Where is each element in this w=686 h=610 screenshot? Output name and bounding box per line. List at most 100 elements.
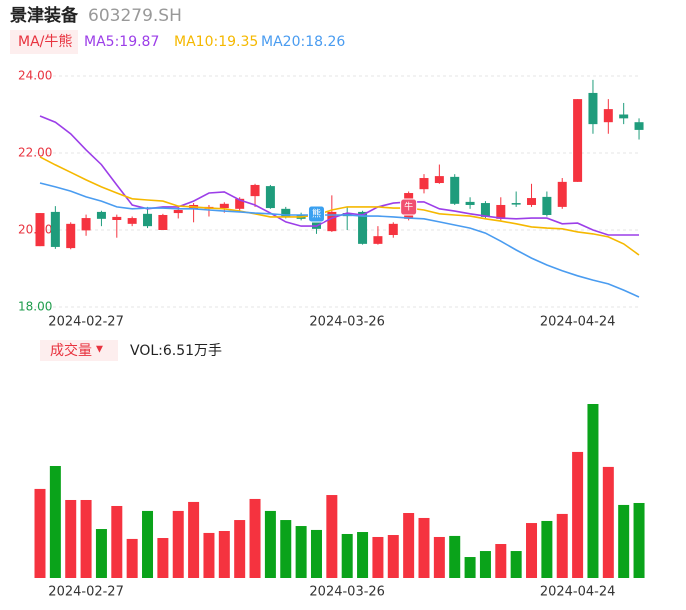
volume-bar xyxy=(142,510,154,578)
vol-button[interactable]: 成交量 xyxy=(50,342,92,359)
y-tick-label: 22.00 xyxy=(18,146,52,160)
volume-bar xyxy=(418,517,430,578)
volume-bar xyxy=(556,513,568,578)
candle-body xyxy=(511,203,521,205)
volume-bar xyxy=(203,532,215,578)
candle-body xyxy=(281,208,291,217)
x-tick-label: 2024-04-24 xyxy=(540,315,616,330)
volume-bar xyxy=(572,451,584,578)
x-tick-label: 2024-03-26 xyxy=(309,315,385,330)
volume-bar xyxy=(188,501,200,578)
candle-body xyxy=(419,178,429,190)
volume-bar xyxy=(341,533,353,578)
volume-bar xyxy=(218,530,230,578)
volume-bar xyxy=(372,536,384,578)
legend-entry: MA10:19.35 xyxy=(174,34,258,50)
volume-bar xyxy=(633,502,645,578)
candle-body xyxy=(588,92,598,125)
volume-bar xyxy=(587,404,599,578)
x-tick-label: 2024-02-27 xyxy=(48,315,124,330)
volume-bar xyxy=(541,520,553,578)
volume-bar xyxy=(526,523,538,578)
candle-body xyxy=(573,99,583,182)
candle-body xyxy=(542,196,552,215)
x-tick-label: 2024-02-27 xyxy=(48,585,124,600)
x-tick-label: 2024-03-26 xyxy=(309,585,385,600)
candle-body xyxy=(35,213,45,247)
candle-body xyxy=(480,203,490,217)
volume-bar xyxy=(479,551,491,578)
y-tick-label: 18.00 xyxy=(18,300,52,314)
volume-bar xyxy=(157,538,169,578)
candle-body xyxy=(388,223,398,236)
annotation-text: 熊 xyxy=(312,207,321,219)
ma-button-bg[interactable] xyxy=(10,30,78,54)
candle-body xyxy=(96,211,106,219)
volume-bar xyxy=(49,465,61,578)
candle-body xyxy=(158,214,168,230)
volume-bar xyxy=(126,538,138,578)
candle-body xyxy=(66,223,76,249)
stock-code: 603279.SH xyxy=(88,6,182,26)
candle-body xyxy=(557,181,567,207)
y-tick-label: 24.00 xyxy=(18,69,52,83)
volume-bar xyxy=(464,557,476,578)
candle-body xyxy=(373,236,383,244)
candle-body xyxy=(327,211,337,232)
volume-bar xyxy=(249,498,261,578)
volume-bar xyxy=(111,505,123,578)
vol-arrow[interactable]: ▼ xyxy=(96,345,103,355)
x-tick-label: 2024-04-24 xyxy=(540,585,616,600)
legend-entry: MA20:18.26 xyxy=(261,34,345,50)
volume-bar xyxy=(495,544,507,578)
ma-line xyxy=(39,182,640,298)
candle-body xyxy=(50,211,60,247)
candle-body xyxy=(603,109,613,123)
vol-button-bg[interactable] xyxy=(40,340,118,361)
volume-bar xyxy=(403,513,415,578)
candle-body xyxy=(235,198,245,209)
volume-bar xyxy=(280,520,292,578)
candle-body xyxy=(81,218,91,231)
volume-bar xyxy=(618,504,630,578)
y-tick-label: 20.00 xyxy=(18,223,52,237)
volume-bar xyxy=(65,499,77,578)
volume-bar xyxy=(80,499,92,578)
volume-bar xyxy=(264,510,276,578)
volume-bar xyxy=(602,466,614,578)
ma-line xyxy=(39,156,640,256)
volume-bar xyxy=(295,526,307,578)
candle-body xyxy=(527,198,537,205)
ma-button[interactable]: MA/牛熊 xyxy=(18,34,72,50)
volume-bar xyxy=(387,535,399,578)
volume-bar xyxy=(449,535,461,578)
ma-line xyxy=(39,115,639,236)
volume-bar xyxy=(95,529,107,578)
candle-body xyxy=(358,211,368,244)
volume-bar xyxy=(34,488,46,578)
candle-body xyxy=(127,218,137,224)
candle-body xyxy=(619,114,629,119)
volume-bar xyxy=(310,529,322,578)
volume-bar xyxy=(326,495,338,578)
annotation-icon xyxy=(307,205,325,223)
candle-body xyxy=(450,176,460,204)
candle-body xyxy=(143,213,153,227)
volume-bar xyxy=(172,510,184,578)
vol-label: VOL:6.51万手 xyxy=(130,343,222,359)
candle-body xyxy=(250,184,260,197)
annotation-icon xyxy=(400,198,418,216)
candle-body xyxy=(112,216,122,220)
volume-bar xyxy=(510,551,522,578)
volume-bar xyxy=(433,536,445,578)
candle-body xyxy=(496,204,506,219)
stock-name: 景津装备 xyxy=(10,5,79,26)
legend-entry: MA5:19.87 xyxy=(84,34,159,50)
candle-body xyxy=(465,201,475,205)
candle-body xyxy=(434,176,444,184)
candle-body xyxy=(219,203,229,209)
candle-body xyxy=(265,186,275,209)
candle-body xyxy=(634,122,644,130)
annotation-text: 牛 xyxy=(404,201,413,213)
